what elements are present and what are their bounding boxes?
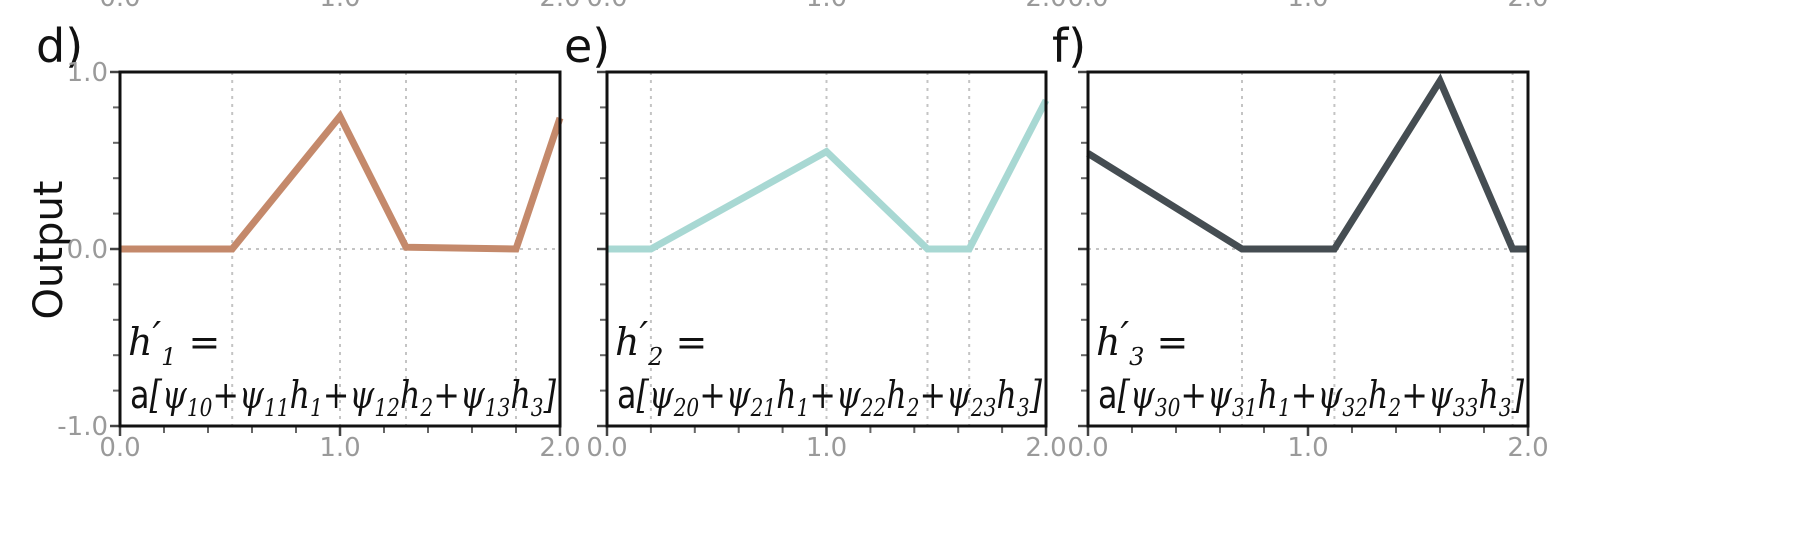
equation-line-2: a[ψ20+ψ21h1+ψ22h2+ψ23h3]	[617, 373, 1042, 422]
x-tick-label: 2.0	[1025, 433, 1066, 463]
y-tick-label: 1.0	[67, 58, 108, 88]
panels: d)0.0 1.0 2.01.00.0-1.0h′1 =a[ψ10+ψ11h1+ψ1…	[36, 19, 1549, 463]
plot-frame	[605, 70, 1048, 428]
x-tick-label: 0.0	[99, 433, 140, 463]
equation-line-2: a[ψ30+ψ31h1+ψ32h2+ψ33h3]	[1098, 373, 1524, 422]
panel-f: f) 0.0 1.0 2.0 h′3 =a[ψ30+ψ31h1+ψ32h2+ψ33h3]	[1052, 19, 1549, 463]
x-tick-label: 1.0	[1287, 433, 1328, 463]
panel-d: d)0.0 1.0 2.01.00.0-1.0h′1 =a[ψ10+ψ11h1+ψ1…	[36, 19, 581, 463]
panel-label: d)	[36, 19, 83, 73]
top-strip-tick-label: 0.0	[1067, 0, 1108, 13]
x-tick-label: 0.0	[586, 433, 627, 463]
panel-label: e)	[564, 19, 610, 73]
equation-line-1: h′3 =	[1096, 314, 1188, 371]
top-strip-tick-labels: 0.01.02.00.01.02.00.01.02.0	[99, 0, 1548, 13]
panel-label: f)	[1052, 19, 1086, 73]
plot-frame	[1086, 70, 1530, 428]
plot-frame	[118, 70, 562, 428]
x-tick-label: 1.0	[319, 433, 360, 463]
panel-e: e) 0.0 1.0 2.0 h′2 =a[ψ20+ψ21h1+ψ22h2+ψ23h3]	[564, 19, 1067, 463]
top-strip-tick-label: 0.0	[99, 0, 140, 13]
y-tick-label: 0.0	[67, 235, 108, 265]
top-strip-tick-label: 1.0	[806, 0, 847, 13]
equation-line-1: h′1 =	[128, 314, 220, 371]
x-tick-label: 2.0	[1507, 433, 1548, 463]
equation-annotation: h′2 =a[ψ20+ψ21h1+ψ22h2+ψ23h3]	[615, 314, 1042, 422]
series-line	[1086, 73, 1528, 253]
top-strip-tick-label: 2.0	[1507, 0, 1548, 13]
top-strip-tick-label: 0.0	[586, 0, 627, 13]
series-line	[607, 98, 1050, 253]
equation-line-1: h′2 =	[615, 314, 707, 371]
equation-annotation: h′3 =a[ψ30+ψ31h1+ψ32h2+ψ33h3]	[1096, 314, 1524, 422]
x-tick-label: 0.0	[1067, 433, 1108, 463]
y-tick-label: -1.0	[57, 412, 108, 442]
top-strip-tick-label: 1.0	[1287, 0, 1328, 13]
equation-annotation: h′1 =a[ψ10+ψ11h1+ψ12h2+ψ13h3]	[128, 314, 556, 422]
equation-line-2: a[ψ10+ψ11h1+ψ12h2+ψ13h3]	[130, 373, 556, 422]
top-strip-tick-label: 2.0	[1025, 0, 1066, 13]
x-tick-label: 2.0	[539, 433, 580, 463]
series-line	[120, 109, 564, 253]
top-strip-tick-label: 2.0	[539, 0, 580, 13]
y-axis-label: Output	[26, 181, 72, 320]
top-strip-tick-label: 1.0	[319, 0, 360, 13]
x-tick-label: 1.0	[806, 433, 847, 463]
